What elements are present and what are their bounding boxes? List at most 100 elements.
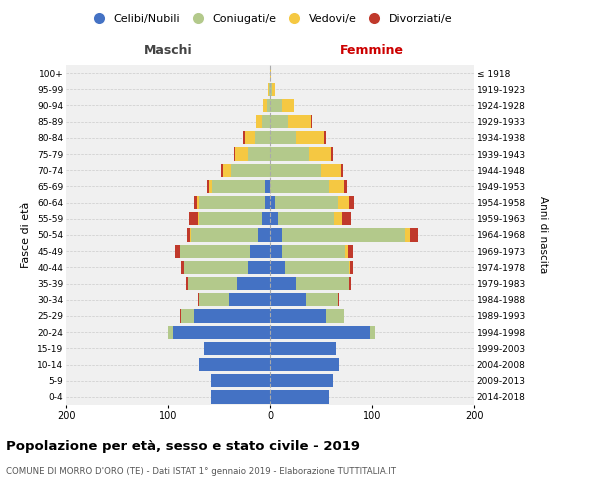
Bar [262, 115, 270, 128]
Bar [270, 66, 271, 80]
Bar [173, 326, 270, 339]
Bar [270, 310, 326, 322]
Bar [270, 164, 321, 177]
Legend: Celibi/Nubili, Coniugati/e, Vedovi/e, Divorziati/e: Celibi/Nubili, Coniugati/e, Vedovi/e, Di… [83, 10, 457, 28]
Bar [199, 196, 265, 209]
Bar [221, 164, 223, 177]
Bar [244, 131, 245, 144]
Bar [270, 260, 286, 274]
Bar [193, 196, 197, 209]
Text: Femmine: Femmine [340, 44, 404, 58]
Bar [338, 196, 349, 209]
Bar [250, 244, 270, 258]
Bar [258, 228, 270, 241]
Bar [211, 390, 270, 404]
Bar [235, 148, 248, 160]
Bar [410, 228, 418, 241]
Bar [309, 148, 331, 160]
Bar [190, 212, 197, 226]
Bar [245, 131, 254, 144]
Bar [404, 228, 410, 241]
Bar [207, 180, 209, 193]
Bar [187, 277, 188, 290]
Bar [231, 164, 270, 177]
Y-axis label: Anni di nascita: Anni di nascita [538, 196, 548, 274]
Bar [270, 99, 282, 112]
Bar [270, 358, 340, 371]
Bar [349, 277, 350, 290]
Bar [321, 164, 341, 177]
Bar [193, 310, 270, 322]
Bar [197, 196, 199, 209]
Bar [270, 180, 329, 193]
Bar [268, 82, 269, 96]
Bar [248, 260, 270, 274]
Bar [191, 228, 258, 241]
Bar [334, 212, 343, 226]
Bar [270, 374, 333, 388]
Bar [282, 99, 295, 112]
Bar [199, 358, 270, 371]
Bar [296, 277, 349, 290]
Bar [270, 342, 337, 355]
Bar [346, 244, 347, 258]
Bar [347, 244, 353, 258]
Bar [270, 212, 278, 226]
Bar [278, 212, 334, 226]
Text: Maschi: Maschi [143, 44, 193, 58]
Bar [168, 326, 173, 339]
Text: Popolazione per età, sesso e stato civile - 2019: Popolazione per età, sesso e stato civil… [6, 440, 360, 453]
Bar [282, 228, 404, 241]
Bar [270, 326, 370, 339]
Bar [223, 164, 231, 177]
Bar [180, 244, 250, 258]
Bar [272, 82, 275, 96]
Bar [329, 180, 344, 193]
Bar [175, 244, 180, 258]
Bar [199, 293, 229, 306]
Bar [229, 293, 270, 306]
Bar [350, 260, 353, 274]
Bar [270, 390, 329, 404]
Bar [181, 260, 184, 274]
Bar [188, 277, 238, 290]
Bar [349, 196, 353, 209]
Bar [180, 310, 181, 322]
Bar [187, 228, 190, 241]
Bar [270, 115, 289, 128]
Bar [343, 212, 350, 226]
Bar [324, 131, 326, 144]
Bar [248, 148, 270, 160]
Bar [270, 293, 306, 306]
Bar [212, 180, 265, 193]
Bar [234, 148, 235, 160]
Bar [211, 374, 270, 388]
Bar [289, 115, 311, 128]
Bar [326, 310, 344, 322]
Bar [190, 228, 191, 241]
Bar [286, 260, 349, 274]
Bar [265, 196, 270, 209]
Bar [344, 180, 347, 193]
Bar [254, 131, 270, 144]
Bar [265, 180, 270, 193]
Bar [184, 260, 248, 274]
Bar [270, 82, 272, 96]
Bar [270, 228, 282, 241]
Bar [296, 131, 324, 144]
Bar [204, 342, 270, 355]
Bar [181, 310, 193, 322]
Text: COMUNE DI MORRO D'ORO (TE) - Dati ISTAT 1° gennaio 2019 - Elaborazione TUTTITALI: COMUNE DI MORRO D'ORO (TE) - Dati ISTAT … [6, 468, 396, 476]
Bar [197, 293, 199, 306]
Bar [270, 196, 275, 209]
Bar [256, 115, 262, 128]
Bar [349, 260, 350, 274]
Bar [269, 82, 270, 96]
Bar [270, 244, 282, 258]
Bar [267, 99, 270, 112]
Bar [270, 131, 296, 144]
Bar [263, 99, 267, 112]
Bar [197, 212, 199, 226]
Bar [311, 115, 312, 128]
Bar [209, 180, 212, 193]
